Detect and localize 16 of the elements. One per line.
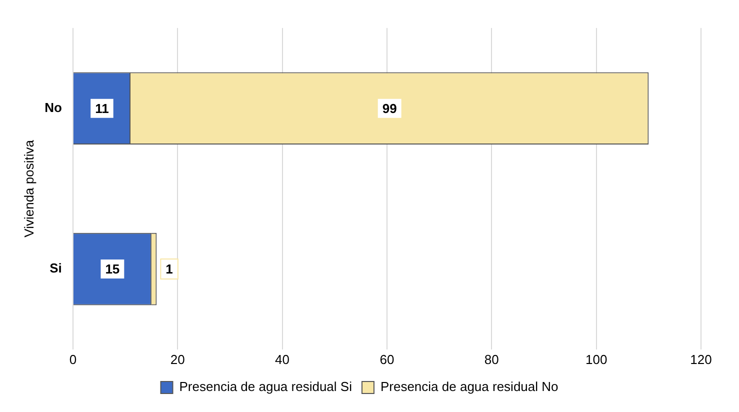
x-tick-label: 120 [690, 352, 712, 367]
x-tick-label: 0 [69, 352, 77, 367]
legend-label: Presencia de agua residual No [380, 379, 558, 394]
y-tick-label: No [44, 100, 62, 115]
y-tick-label: Si [50, 260, 62, 276]
x-tick-label: 20 [170, 352, 185, 367]
x-tick-label: 80 [484, 352, 499, 367]
x-tick-label: 100 [585, 352, 608, 367]
legend-label: Presencia de agua residual Si [179, 379, 352, 394]
data-label: 1 [166, 262, 173, 277]
x-tick-label: 40 [275, 352, 290, 367]
y-axis-title: Vivienda positiva [21, 139, 36, 238]
data-label: 11 [95, 100, 109, 116]
data-label: 99 [382, 100, 397, 116]
data-label: 15 [105, 262, 120, 277]
x-tick-label: 60 [380, 352, 394, 367]
